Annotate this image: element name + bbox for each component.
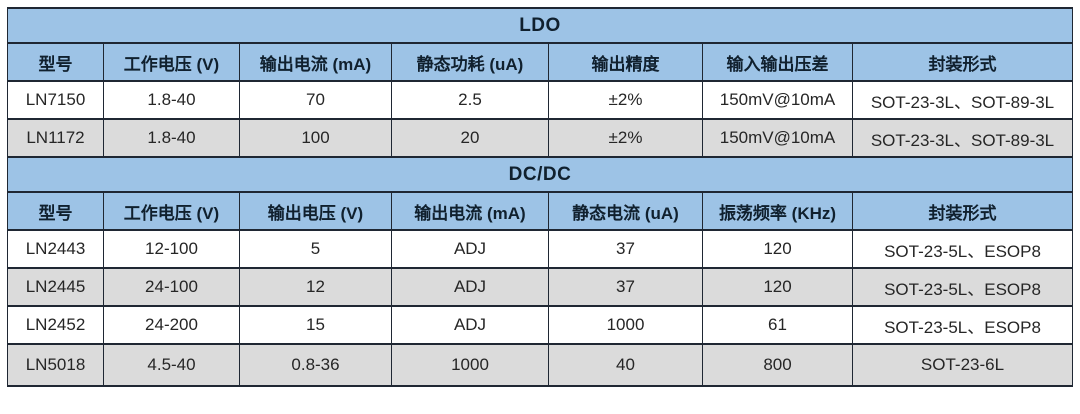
cell-operating-voltage: 4.5-40 [103,343,240,387]
cell-package: SOT-23-6L [851,343,1074,387]
cell-osc-frequency: 120 [702,229,853,269]
cell-operating-voltage: 24-200 [103,305,240,345]
cell-output-voltage: 12 [239,267,392,307]
table-row-ln2443: LN2443 12-100 5 ADJ 37 120 SOT-23-5L、ESO… [7,229,1074,269]
ldo-col-quiescent-power: 静态功耗 (uA) [391,42,549,82]
cell-model: LN7150 [7,80,104,120]
ldo-col-dropout: 输入输出压差 [702,42,853,82]
cell-model: LN2452 [7,305,104,345]
cell-model: LN2445 [7,267,104,307]
dcdc-col-output-current: 输出电流 (mA) [391,191,549,231]
cell-output-current: ADJ [391,305,549,345]
table-row-ln2445: LN2445 24-100 12 ADJ 37 120 SOT-23-5L、ES… [7,267,1074,307]
table-row-ln5018: LN5018 4.5-40 0.8-36 1000 40 800 SOT-23-… [7,343,1074,387]
dcdc-header-row: 型号 工作电压 (V) 输出电压 (V) 输出电流 (mA) 静态电流 (uA)… [7,191,1074,231]
cell-package: SOT-23-3L、SOT-89-3L [851,118,1074,158]
ldo-col-output-current: 输出电流 (mA) [239,42,392,82]
ldo-col-package: 封装形式 [851,42,1074,82]
cell-operating-voltage: 1.8-40 [103,80,240,120]
cell-osc-frequency: 120 [702,267,853,307]
ldo-header-row: 型号 工作电压 (V) 输出电流 (mA) 静态功耗 (uA) 输出精度 输入输… [7,42,1074,82]
cell-package: SOT-23-5L、ESOP8 [851,305,1074,345]
cell-output-voltage: 0.8-36 [239,343,392,387]
cell-output-current: 1000 [391,343,549,387]
cell-output-voltage: 15 [239,305,392,345]
table-row-ln1172: LN1172 1.8-40 100 20 ±2% 150mV@10mA SOT-… [7,118,1074,158]
cell-model: LN2443 [7,229,104,269]
cell-output-voltage: 5 [239,229,392,269]
product-spec-table: LDO 型号 工作电压 (V) 输出电流 (mA) 静态功耗 (uA) 输出精度… [6,7,1074,387]
table-row-ln7150: LN7150 1.8-40 70 2.5 ±2% 150mV@10mA SOT-… [7,80,1074,120]
cell-output-current: 100 [239,118,392,158]
dcdc-section-row: DC/DC [6,156,1074,193]
ldo-col-operating-voltage: 工作电压 (V) [103,42,240,82]
ldo-col-model: 型号 [7,42,104,82]
cell-quiescent-power: 2.5 [391,80,549,120]
cell-output-current: 70 [239,80,392,120]
cell-dropout: 150mV@10mA [702,80,853,120]
ldo-col-output-accuracy: 输出精度 [548,42,703,82]
dcdc-col-model: 型号 [7,191,104,231]
cell-package: SOT-23-3L、SOT-89-3L [851,80,1074,120]
dcdc-col-package: 封装形式 [851,191,1074,231]
cell-output-accuracy: ±2% [548,118,703,158]
cell-osc-frequency: 800 [702,343,853,387]
cell-quiescent-current: 37 [548,267,703,307]
cell-package: SOT-23-5L、ESOP8 [851,267,1074,307]
cell-dropout: 150mV@10mA [702,118,853,158]
dcdc-col-quiescent-current: 静态电流 (uA) [548,191,703,231]
cell-output-accuracy: ±2% [548,80,703,120]
cell-operating-voltage: 24-100 [103,267,240,307]
dcdc-col-operating-voltage: 工作电压 (V) [103,191,240,231]
dcdc-col-output-voltage: 输出电压 (V) [239,191,392,231]
cell-output-current: ADJ [391,229,549,269]
cell-operating-voltage: 1.8-40 [103,118,240,158]
cell-model: LN1172 [7,118,104,158]
cell-quiescent-current: 40 [548,343,703,387]
cell-model: LN5018 [7,343,104,387]
dcdc-col-osc-frequency: 振荡频率 (KHz) [702,191,853,231]
cell-output-current: ADJ [391,267,549,307]
cell-quiescent-power: 20 [391,118,549,158]
cell-quiescent-current: 37 [548,229,703,269]
cell-quiescent-current: 1000 [548,305,703,345]
ldo-section-row: LDO [6,7,1074,44]
cell-package: SOT-23-5L、ESOP8 [851,229,1074,269]
ldo-section-title: LDO [6,7,1074,44]
cell-osc-frequency: 61 [702,305,853,345]
table-row-ln2452: LN2452 24-200 15 ADJ 1000 61 SOT-23-5L、E… [7,305,1074,345]
dcdc-section-title: DC/DC [6,156,1074,193]
cell-operating-voltage: 12-100 [103,229,240,269]
